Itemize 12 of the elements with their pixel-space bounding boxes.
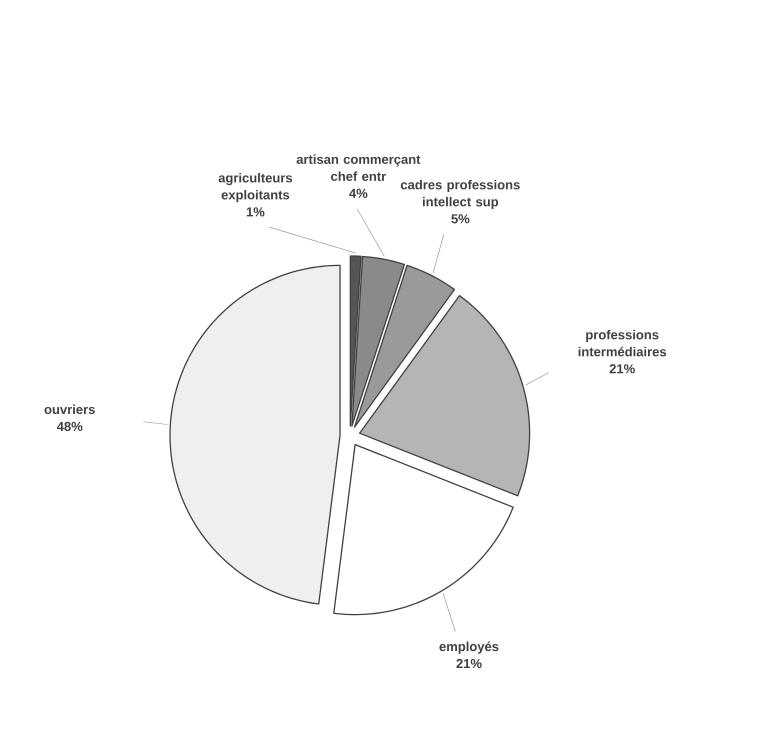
data-label: 5%	[451, 214, 470, 224]
data-label: 1%	[246, 207, 264, 216]
slice-label: employés	[440, 641, 498, 654]
data-label: 4%	[349, 188, 368, 198]
data-label: 48%	[56, 422, 82, 432]
slice-label: agriculteurs exploitants	[218, 172, 292, 202]
slice-label: cadres professions intellect sup	[400, 180, 520, 209]
slice-label: ouvriers	[44, 404, 95, 414]
data-label: 21%	[610, 364, 635, 374]
slice-label: professions intermédiaires	[578, 330, 666, 356]
data-label: 21%	[456, 658, 482, 668]
slice-label: artisan commerçant chef entr	[296, 154, 420, 181]
